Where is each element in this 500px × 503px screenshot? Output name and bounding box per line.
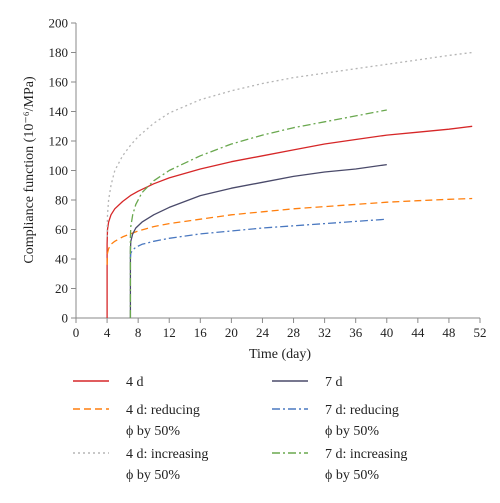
y-tick-label: 200 bbox=[49, 16, 69, 31]
axes: 0 4 8 12 16 20 24 28 32 36 40 44 48 52020406080100120… bbox=[49, 16, 487, 341]
series-line-4 bbox=[129, 163, 387, 318]
y-tick-label: 140 bbox=[49, 104, 69, 119]
x-tick-label: 44 bbox=[411, 325, 425, 340]
legend-label-line2: ϕ by 50% bbox=[325, 468, 379, 483]
x-tick-label: 48 bbox=[442, 325, 455, 340]
series-line-2 bbox=[106, 197, 473, 265]
x-tick-label: 20 bbox=[225, 325, 238, 340]
y-tick-label: 80 bbox=[55, 193, 68, 208]
legend-label: 4 d: increasing bbox=[126, 447, 208, 462]
legend-label: 7 d: reducing bbox=[325, 403, 399, 418]
y-axis-title: Compliance function (10⁻⁶/MPa) bbox=[22, 76, 37, 264]
x-tick-label: 16 bbox=[194, 325, 208, 340]
series-line-5 bbox=[129, 218, 387, 260]
series-line-3 bbox=[106, 51, 473, 237]
x-axis-title: Time (day) bbox=[249, 347, 311, 362]
legend-label: 7 d bbox=[325, 375, 343, 390]
legend-label: 7 d: increasing bbox=[325, 447, 407, 462]
x-tick-label: 40 bbox=[380, 325, 393, 340]
legend: 4 d 7 d 4 d: reducing ϕ by 50% 7 d: reducing… bbox=[73, 375, 407, 483]
legend-label-line2: ϕ by 50% bbox=[126, 468, 180, 483]
legend-label-line2: ϕ by 50% bbox=[325, 424, 379, 439]
x-tick-label: 52 bbox=[474, 325, 487, 340]
y-tick-label: 40 bbox=[55, 252, 68, 267]
series-line-6 bbox=[129, 109, 387, 318]
x-tick-label: 4 bbox=[104, 325, 111, 340]
legend-label: 4 d: reducing bbox=[126, 403, 200, 418]
y-tick-label: 120 bbox=[49, 134, 69, 149]
y-tick-label: 60 bbox=[55, 222, 68, 237]
legend-label-line2: ϕ by 50% bbox=[126, 424, 180, 439]
x-tick-label: 36 bbox=[349, 325, 363, 340]
series-line-1 bbox=[106, 125, 473, 318]
y-tick-label: 0 bbox=[62, 311, 69, 326]
x-tick-label: 28 bbox=[287, 325, 300, 340]
x-tick-label: 32 bbox=[318, 325, 331, 340]
legend-label: 4 d bbox=[126, 375, 144, 390]
y-tick-label: 100 bbox=[49, 163, 69, 178]
y-tick-label: 20 bbox=[55, 281, 68, 296]
series-lines bbox=[106, 51, 473, 318]
y-tick-label: 180 bbox=[49, 45, 69, 60]
x-tick-label: 12 bbox=[163, 325, 176, 340]
x-tick-label: 0 bbox=[73, 325, 80, 340]
y-tick-label: 160 bbox=[49, 75, 69, 90]
x-tick-label: 8 bbox=[135, 325, 142, 340]
x-tick-label: 24 bbox=[256, 325, 270, 340]
